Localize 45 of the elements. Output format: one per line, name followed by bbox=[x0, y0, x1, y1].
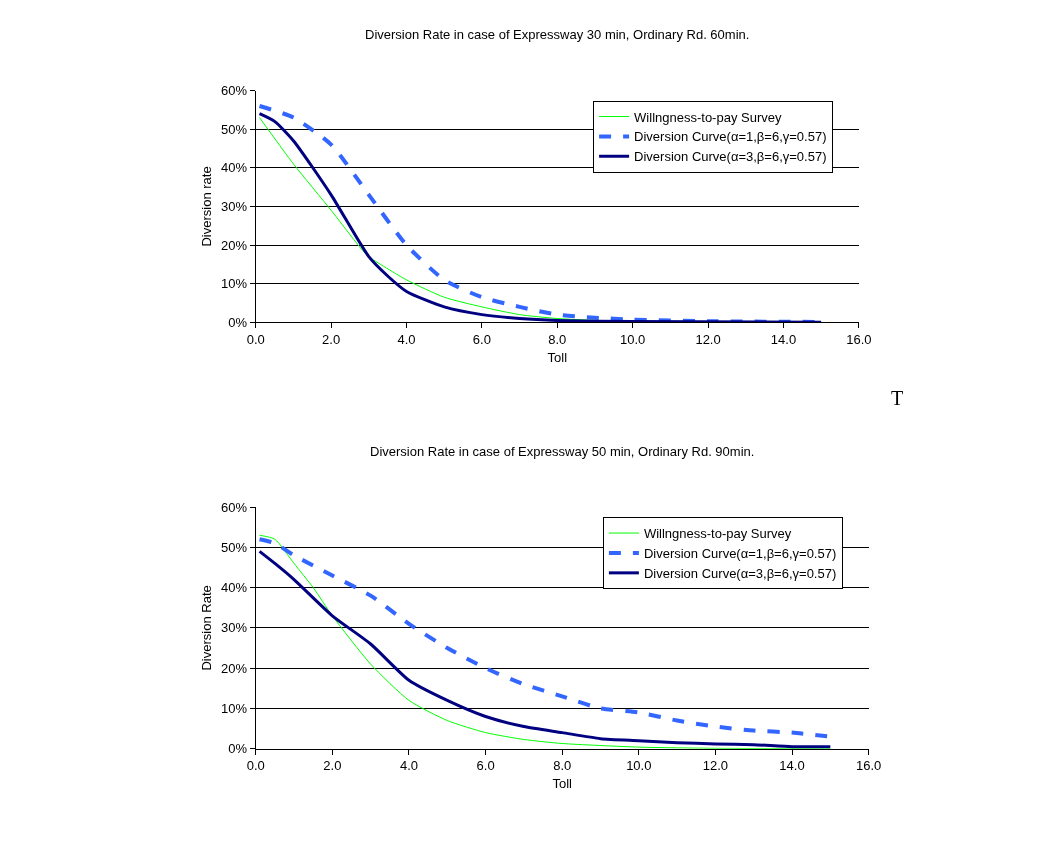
legend-label: Willngness-to-pay Survey bbox=[643, 526, 792, 542]
y-tick-label: 60% bbox=[221, 499, 248, 515]
y-tick-label: 20% bbox=[221, 237, 248, 253]
y-tick-label: 10% bbox=[221, 701, 248, 716]
legend-label: Willngness-to-pay Survey bbox=[634, 109, 782, 125]
chart-title: Diversion Rate in case of Expressway 30 min, Ordinary Rd. 60min. bbox=[365, 27, 750, 42]
x-tick-label: 2.0 bbox=[323, 758, 342, 774]
y-tick-label: 20% bbox=[221, 660, 248, 676]
x-tick-label: 8.0 bbox=[553, 758, 572, 774]
x-tick-label: 6.0 bbox=[472, 331, 491, 347]
y-tick-label: 30% bbox=[221, 198, 248, 214]
x-axis-title: Toll bbox=[547, 349, 568, 365]
x-tick-label: 14.0 bbox=[779, 758, 805, 774]
x-tick-label: 0.0 bbox=[246, 758, 265, 774]
y-tick-label: 30% bbox=[221, 620, 248, 636]
x-tick-label: 2.0 bbox=[322, 331, 341, 347]
y-axis-title: Diversion Rate bbox=[199, 585, 215, 671]
y-tick-label: 60% bbox=[221, 83, 248, 99]
x-tick-label: 8.0 bbox=[548, 331, 567, 347]
x-tick-label: 10.0 bbox=[620, 331, 646, 347]
y-axis-title: Diversion rate bbox=[199, 166, 215, 247]
legend-label: Diversion Curve(α=1,β=6,γ=0.57) bbox=[643, 546, 837, 562]
y-tick-label: 0% bbox=[228, 741, 248, 757]
y-tick-label: 10% bbox=[221, 276, 248, 292]
x-tick-label: 12.0 bbox=[695, 331, 721, 347]
x-tick-label: 12.0 bbox=[702, 758, 729, 774]
x-axis-title: Toll bbox=[552, 775, 573, 791]
y-tick-label: 50% bbox=[221, 539, 248, 555]
x-tick-label: 4.0 bbox=[399, 758, 418, 774]
x-tick-label: 0.0 bbox=[246, 331, 265, 347]
y-tick-label: 40% bbox=[221, 580, 248, 596]
x-tick-label: 14.0 bbox=[770, 331, 797, 347]
x-tick-label: 4.0 bbox=[397, 331, 416, 347]
x-tick-label: 10.0 bbox=[626, 758, 652, 774]
legend-label: Diversion Curve(α=3,β=6,γ=0.57) bbox=[643, 565, 837, 581]
x-tick-label: 6.0 bbox=[476, 758, 495, 774]
legend-label: Diversion Curve(α=3,β=6,γ=0.57) bbox=[634, 149, 827, 165]
x-tick-label: 16.0 bbox=[855, 758, 882, 774]
y-tick-label: 50% bbox=[221, 121, 248, 137]
y-tick-label: 40% bbox=[221, 160, 248, 176]
legend-label: Diversion Curve(α=1,β=6,γ=0.57) bbox=[634, 129, 827, 145]
x-tick-label: 16.0 bbox=[846, 331, 872, 347]
text: T bbox=[891, 387, 904, 409]
y-tick-label: 0% bbox=[228, 314, 248, 330]
chart-title: Diversion Rate in case of Expressway 50 min, Ordinary Rd. 90min. bbox=[370, 444, 755, 459]
